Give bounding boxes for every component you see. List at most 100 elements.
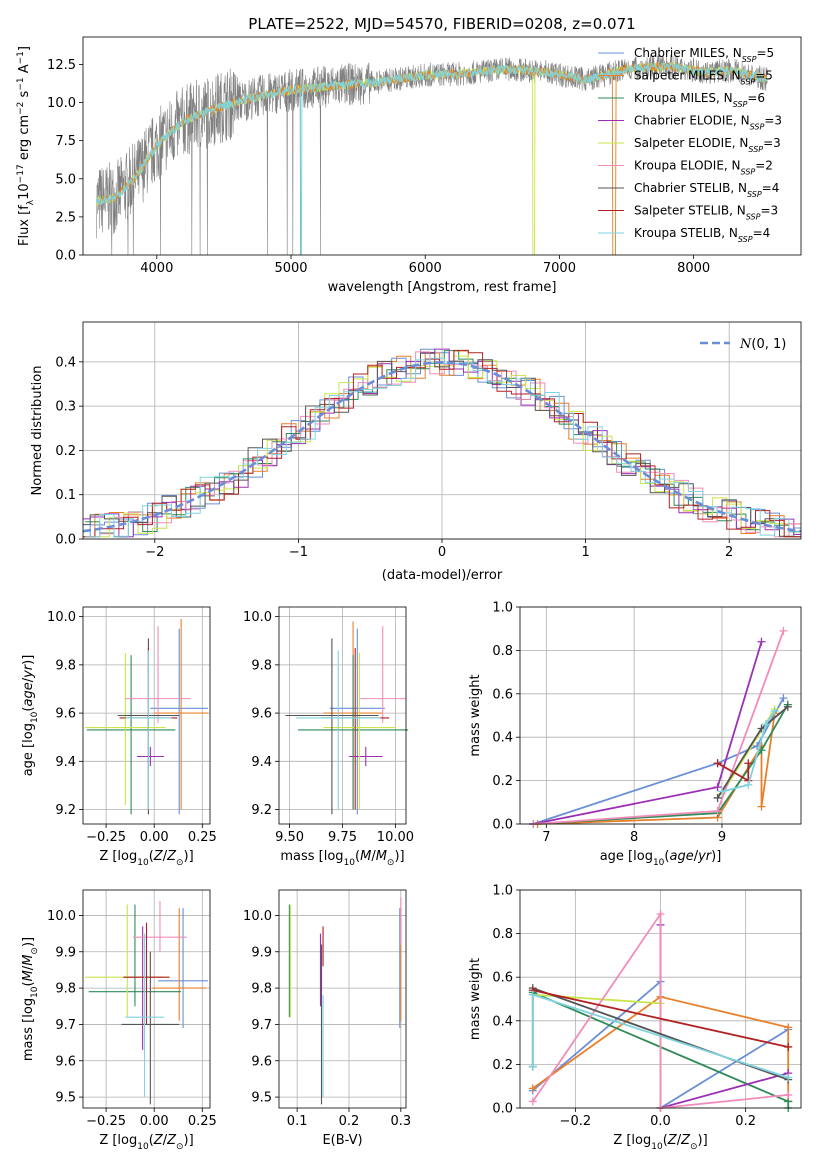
legend-entry: N(0, 1) (739, 337, 786, 352)
y-tick-label: 9.6 (55, 1054, 76, 1069)
y-tick-label: 9.8 (55, 658, 76, 673)
y-tick-label: 2.5 (55, 210, 76, 225)
weight-point (528, 990, 537, 999)
y-tick-label: 9.8 (251, 982, 272, 997)
y-tick-label: 0.2 (492, 1058, 513, 1073)
y-tick-label: 0.0 (492, 1102, 513, 1117)
x-tick-label: −0.2 (560, 1114, 592, 1129)
y-tick-label: 10.0 (243, 610, 272, 625)
y-tick-label: 0.0 (492, 818, 513, 833)
x-tick-label: 10.00 (377, 830, 414, 845)
weight_vs_age-grid (520, 606, 801, 825)
y-tick-label: 10.0 (47, 610, 76, 625)
y-tick-label: 10.0 (47, 909, 76, 924)
x-tick-label: −2 (145, 545, 164, 560)
spectrum-series (95, 54, 768, 255)
chart-title: PLATE=2522, MJD=54570, FIBERID=0208, z=0… (248, 15, 635, 33)
plot-frame (82, 606, 211, 825)
y-tick-label: 9.4 (55, 755, 76, 770)
y-tick-label: 7.5 (55, 134, 76, 149)
y-tick-label: 9.6 (251, 1054, 272, 1069)
weight_vs_Z-axes: −0.2 0.0 0.2 0.0 0.2 0.4 0.6 0.8 1.0 (492, 884, 801, 1129)
y-tick-label: 0.8 (492, 644, 513, 659)
legend-entry: Kroupa ELODIE, NSSP=2 (634, 159, 773, 177)
weight-line (659, 924, 789, 1110)
legend-entry: Salpeter STELIB, NSSP=3 (634, 204, 778, 222)
plot-frame (82, 889, 211, 1109)
age_vs_mass-errorbars (285, 621, 409, 815)
mass_vs_ebv-errorbars (288, 897, 402, 1105)
weight-point (717, 787, 726, 796)
x-tick-label: −0.25 (86, 1114, 126, 1129)
x-tick-label: 4000 (140, 261, 173, 276)
x-axis-label: Z [log10(Z/Z⊙)] (613, 1133, 707, 1152)
y-tick-label: 9.8 (55, 982, 76, 997)
y-tick-label: 0.2 (492, 774, 513, 789)
age_vs_Z-errorbars (84, 619, 209, 815)
y-tick-label: 0.4 (492, 731, 513, 746)
x-tick-label: 0.00 (140, 1114, 169, 1129)
x-axis-label: age [log10(age/yr)] (600, 849, 722, 868)
legend-entry: Kroupa MILES, NSSP=6 (634, 91, 765, 109)
weight-point (783, 702, 792, 711)
y-tick-label: 9.5 (251, 1091, 272, 1106)
x-tick-label: −1 (289, 545, 308, 560)
weight-line (532, 989, 789, 1048)
x-axis-label: mass [log10(M/M⊙)] (280, 849, 404, 868)
histogram-step-line (85, 350, 801, 538)
weight-line (537, 713, 776, 825)
y-tick-label: 10.0 (243, 909, 272, 924)
weight_vs_age-series (529, 626, 792, 828)
x-tick-label: 0.2 (735, 1114, 756, 1129)
y-tick-label: 1.0 (492, 884, 513, 899)
y-tick-label: 9.7 (55, 1018, 76, 1033)
x-tick-label: −0.25 (86, 830, 126, 845)
y-tick-label: 9.2 (55, 803, 76, 818)
legend-entry: Salpeter ELODIE, NSSP=3 (634, 136, 781, 154)
x-axis-label: (data-model)/error (382, 568, 503, 583)
x-tick-label: 0.25 (188, 1114, 217, 1129)
x-tick-label: 8000 (677, 261, 710, 276)
y-tick-label: 0.2 (55, 444, 76, 459)
y-tick-label: 0.4 (492, 1014, 513, 1029)
x-tick-label: 9 (718, 830, 726, 845)
y-axis-label: mass weight (468, 958, 483, 1040)
plot-frame (519, 889, 802, 1109)
weight-point (713, 806, 722, 815)
y-tick-label: 9.2 (251, 803, 272, 818)
weight-line (532, 911, 789, 1109)
weight-point (713, 783, 722, 792)
weight-point (528, 1062, 537, 1071)
weight-line (532, 995, 790, 1102)
y-tick-label: 9.6 (251, 707, 272, 722)
weight-point (757, 802, 766, 811)
weight-point (761, 720, 770, 729)
y-tick-label: 1.0 (492, 601, 513, 616)
x-tick-label: 6000 (409, 261, 442, 276)
plot-frame (519, 606, 802, 825)
weight-point (779, 626, 788, 635)
y-axis-label: Normed distribution (30, 366, 45, 496)
histogram-series (83, 348, 801, 538)
y-tick-label: 0.0 (55, 533, 76, 548)
normal-curve (83, 360, 801, 533)
y-tick-label: 0.3 (55, 400, 76, 415)
x-tick-label: 7000 (543, 261, 576, 276)
y-tick-label: 9.6 (55, 707, 76, 722)
x-tick-label: 5000 (274, 261, 307, 276)
y-tick-label: 9.9 (55, 945, 76, 960)
y-axis-label: Flux [fλ10−17 erg cm−2 s−1 A−1] (16, 46, 36, 246)
weight-point (784, 1090, 793, 1099)
y-tick-label: 0.1 (55, 488, 76, 503)
weight-point (784, 1042, 793, 1051)
age_vs_Z-axes: −0.25 0.00 0.25 9.2 9.4 9.6 9.8 10.0 (47, 607, 217, 845)
spectrum-axes: 4000 5000 6000 7000 8000 0.0 2.5 5.0 7.5 10.0 12.5 (47, 58, 710, 276)
y-tick-label: 5.0 (55, 172, 76, 187)
weight-point (744, 780, 753, 789)
x-tick-label: 8 (630, 830, 638, 845)
legend-entry: Chabrier ELODIE, NSSP=3 (634, 114, 782, 132)
y-axis-label: mass [log10(M/M⊙)] (21, 937, 40, 1061)
weight_vs_Z-series (528, 909, 793, 1112)
spectrum-model-line (95, 61, 768, 255)
